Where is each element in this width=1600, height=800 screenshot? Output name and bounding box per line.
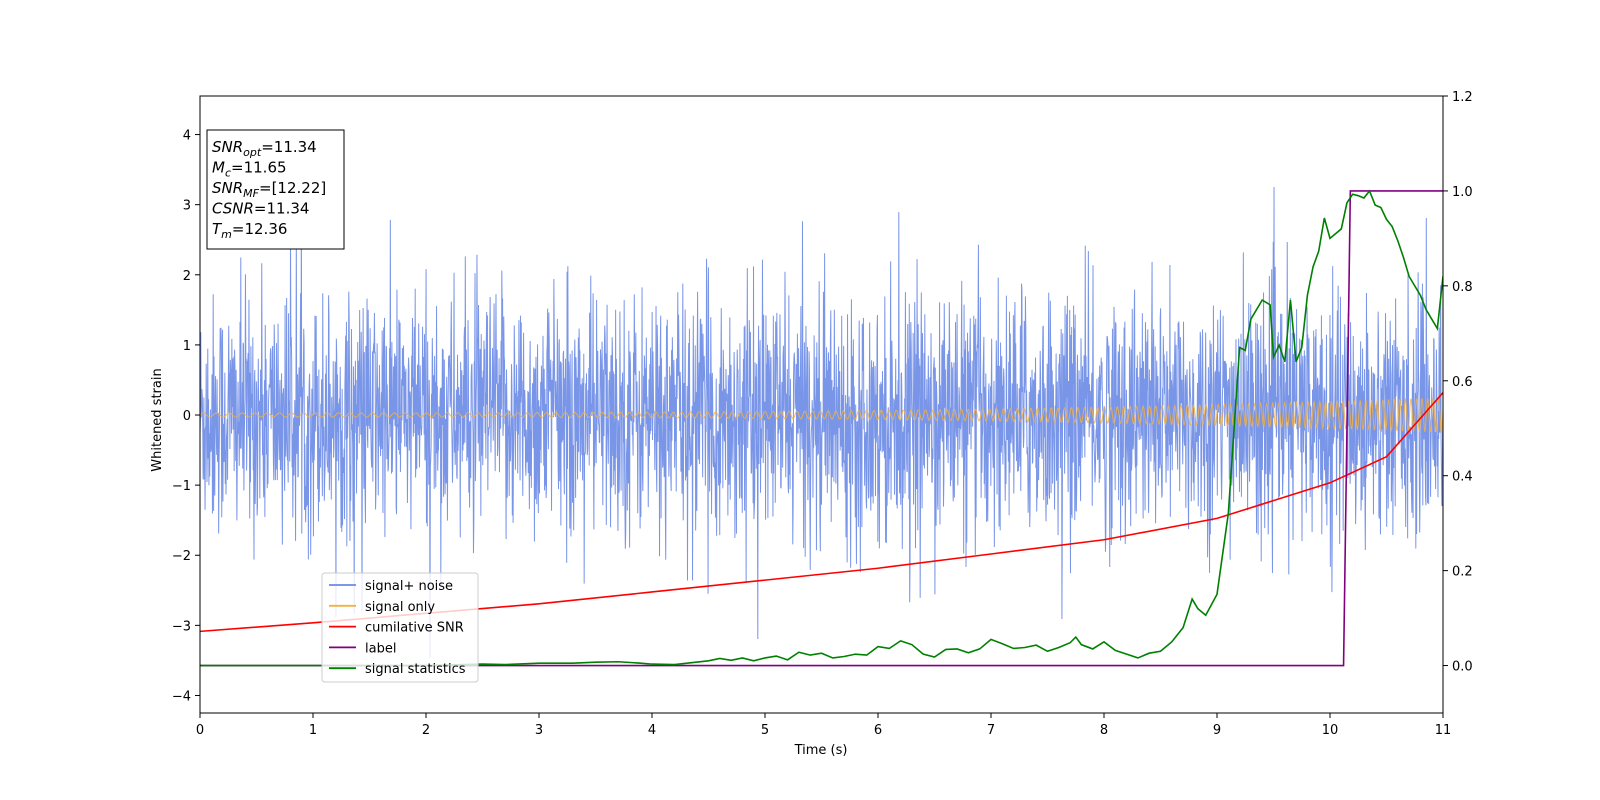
y-tick-label: 4 <box>183 129 191 144</box>
annotation-value: =[12.22] <box>259 179 326 197</box>
y2-tick-label: 0.2 <box>1452 565 1473 580</box>
y-tick-label: −4 <box>172 689 191 704</box>
y-tick-label: −2 <box>172 549 191 564</box>
annotation-subscript: m <box>221 228 232 241</box>
annotation-value: =11.34 <box>261 138 317 156</box>
y2-tick-label: 0.0 <box>1452 660 1473 675</box>
annotation-symbol: M <box>212 159 225 177</box>
y-tick-label: −3 <box>172 619 191 634</box>
plot-frame <box>199 95 1444 714</box>
x-tick-label: 6 <box>874 723 882 738</box>
x-tick-label: 0 <box>196 723 204 738</box>
x-tick-label: 1 <box>309 723 317 738</box>
annotation-box: SNRopt=11.34 Mc=11.65 SNRMF=[12.22] CSNR=11… <box>206 129 345 250</box>
annotation-symbol: T <box>212 220 223 238</box>
x-tick-label: 9 <box>1213 723 1221 738</box>
x-axis-label: Time (s) <box>794 743 848 758</box>
y2-tick-label: 0.6 <box>1452 375 1473 390</box>
series-label <box>200 190 1443 667</box>
annotation-symbol: SNR <box>212 179 243 197</box>
x-tick-label: 4 <box>648 723 656 738</box>
annotation-text: SNRopt=11.34 Mc=11.65 SNRMF=[12.22] CSNR=11… <box>212 138 326 241</box>
series-signal-noise <box>200 187 1443 659</box>
x-tick-label: 5 <box>761 723 769 738</box>
y2-tick-label: 0.4 <box>1452 470 1473 485</box>
x-tick-label: 3 <box>535 723 543 738</box>
legend-label: signal only <box>365 600 435 615</box>
annotation-value: =11.34 <box>254 200 310 218</box>
x-tick-label: 7 <box>987 723 995 738</box>
legend: signal+ noise signal only cumilative SNR la… <box>321 572 479 683</box>
legend-label: signal+ noise <box>365 579 453 594</box>
annotation-symbol: CSNR <box>212 200 254 218</box>
annotation-subscript: MF <box>243 187 259 200</box>
x-tick-label: 8 <box>1100 723 1108 738</box>
y-tick-label: 3 <box>183 199 191 214</box>
y-tick-label: 0 <box>183 409 191 424</box>
axis-ticks: 0 1 2 3 4 5 6 7 8 9 10 1143210−1−2−3−40.00.20.40.60… <box>172 90 1473 738</box>
y-tick-label: 2 <box>183 269 191 284</box>
y-axis-label: Whitened strain <box>150 368 165 471</box>
y2-tick-label: 0.8 <box>1452 280 1473 295</box>
y-tick-label: 1 <box>183 339 191 354</box>
annotation-subscript: opt <box>243 146 262 159</box>
x-tick-label: 2 <box>422 723 430 738</box>
annotation-symbol: SNR <box>212 138 243 156</box>
y2-tick-label: 1.0 <box>1452 185 1473 200</box>
y2-tick-label: 1.2 <box>1452 90 1473 105</box>
annotation-value: =12.36 <box>232 220 288 238</box>
annotation-subscript: c <box>225 167 231 180</box>
x-tick-label: 10 <box>1322 723 1339 738</box>
y-tick-label: −1 <box>172 479 191 494</box>
series-signal-statistics <box>200 189 1443 667</box>
legend-label: cumilative SNR <box>365 621 464 636</box>
legend-label: label <box>365 641 396 656</box>
annotation-value: =11.65 <box>231 159 287 177</box>
legend-label: signal statistics <box>365 662 466 677</box>
x-tick-label: 11 <box>1435 723 1452 738</box>
